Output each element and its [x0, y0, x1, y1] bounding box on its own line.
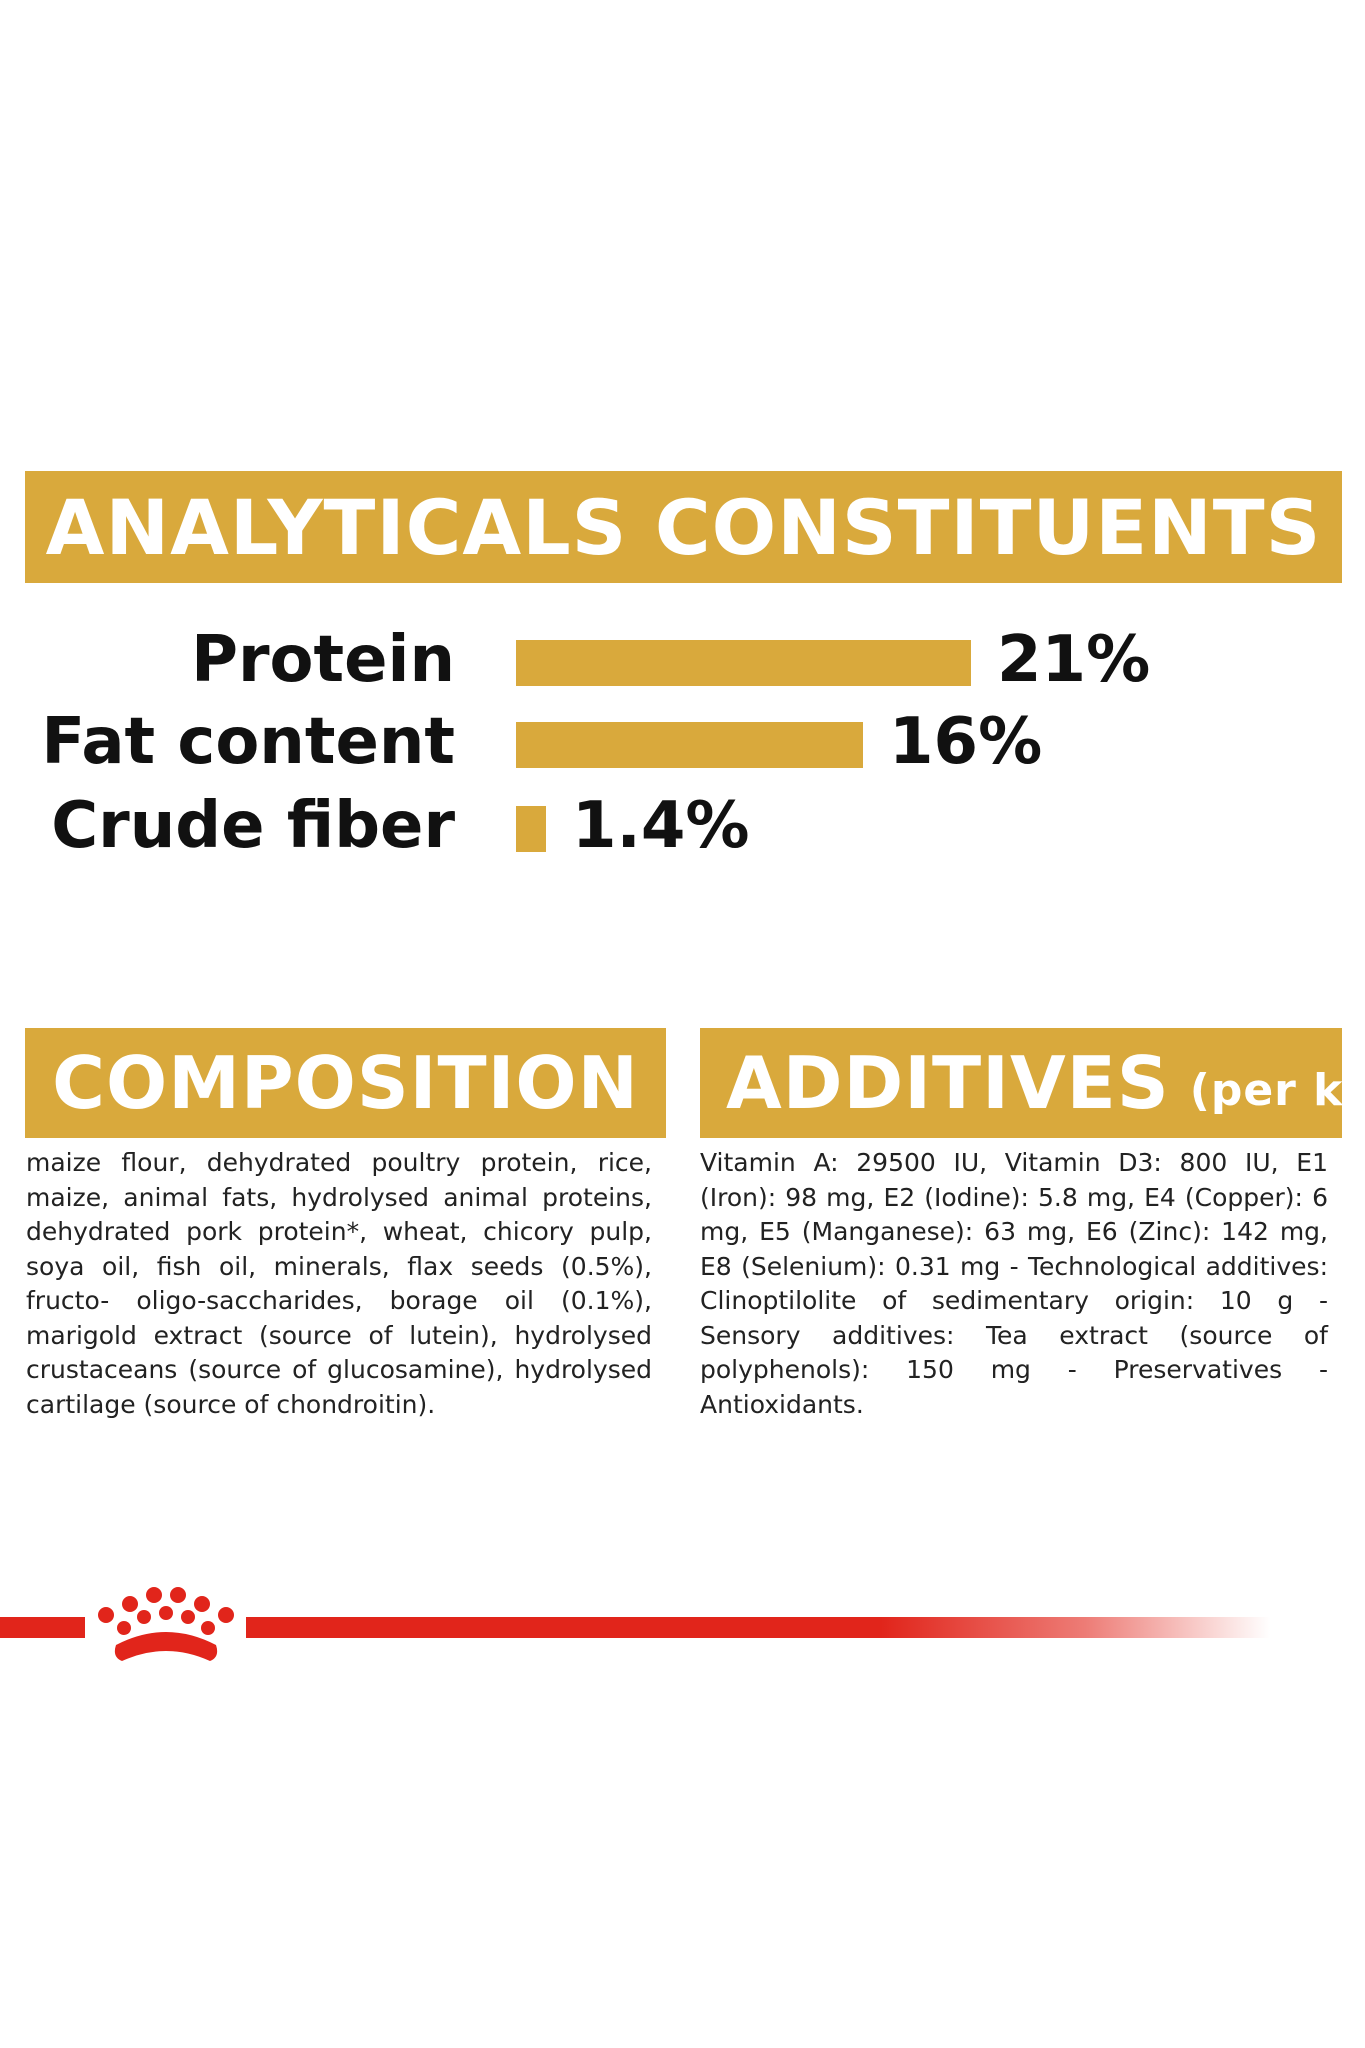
bar-label: Fat content: [41, 705, 455, 779]
additives-subtitle: (per kg): [1189, 1064, 1342, 1116]
additives-banner: ADDITIVES (per kg): [700, 1028, 1342, 1138]
bar-row-protein: Protein 21%: [0, 620, 1365, 700]
royal-canin-crown-icon: [98, 1587, 234, 1661]
additives-title: ADDITIVES: [726, 1041, 1170, 1125]
bar-fill: [516, 722, 863, 768]
analytics-banner: ANALYTICALS CONSTITUENTS: [25, 471, 1342, 583]
bar-fill: [516, 806, 546, 852]
bar-row-fat-content: Fat content 16%: [0, 702, 1365, 782]
footer-line-left: [0, 1617, 85, 1638]
bar-value: 16%: [889, 705, 1043, 779]
composition-banner: COMPOSITION: [25, 1028, 666, 1138]
bar-label: Crude fiber: [51, 789, 455, 863]
bar-fill: [516, 640, 971, 686]
bar-value: 1.4%: [572, 789, 750, 863]
additives-text: Vitamin A: 29500 IU, Vitamin D3: 800 IU,…: [700, 1148, 1328, 1419]
composition-text: maize flour, dehydrated poultry protein,…: [26, 1148, 652, 1419]
composition-title: COMPOSITION: [52, 1041, 639, 1125]
footer-line-right: [246, 1617, 1270, 1638]
bar-value: 21%: [997, 623, 1151, 697]
analytics-title: ANALYTICALS CONSTITUENTS: [45, 482, 1322, 572]
bar-track: [516, 722, 1076, 768]
bar-track: [516, 806, 1076, 852]
bar-label: Protein: [191, 623, 455, 697]
bar-row-crude-fiber: Crude fiber 1.4%: [0, 786, 1365, 866]
bar-track: [516, 640, 1076, 686]
